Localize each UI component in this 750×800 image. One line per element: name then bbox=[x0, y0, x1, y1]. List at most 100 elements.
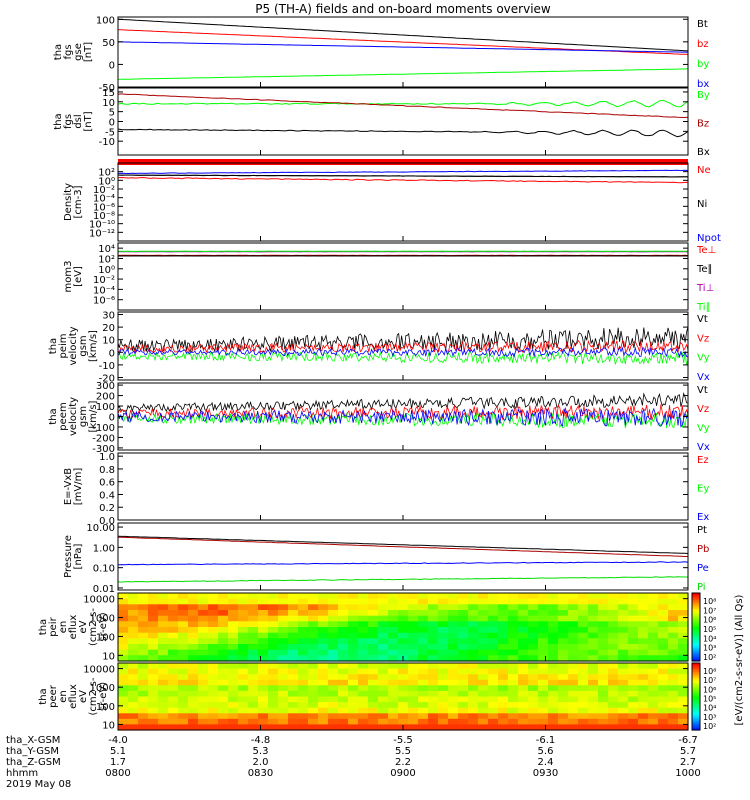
spectrogram-cell bbox=[298, 593, 309, 600]
legend-entry: Vy bbox=[697, 423, 710, 434]
spectrogram-cell bbox=[118, 598, 129, 605]
y-tick-label: 0.01 bbox=[93, 584, 115, 595]
spectrogram-cell bbox=[618, 615, 629, 622]
spectrogram-cell bbox=[528, 679, 539, 686]
spectrogram-cell bbox=[618, 702, 629, 709]
spectrogram-cell bbox=[308, 685, 319, 692]
spectrogram-cell bbox=[448, 638, 459, 645]
spectrogram-cell bbox=[168, 649, 179, 656]
spectrogram-cell bbox=[508, 718, 519, 725]
y-axis-label: [mV/m] bbox=[73, 468, 84, 506]
spectrogram-cell bbox=[398, 621, 409, 628]
x-tick-label: 1000 bbox=[675, 768, 700, 779]
spectrogram-cell bbox=[598, 679, 609, 686]
spectrogram-cell bbox=[528, 632, 539, 639]
spectrogram-cell bbox=[468, 638, 479, 645]
spectrogram-cell bbox=[218, 621, 229, 628]
colorbar-tick-label: 10⁸ bbox=[703, 667, 716, 676]
spectrogram-cell bbox=[498, 644, 509, 651]
spectrogram-cell bbox=[528, 724, 539, 731]
spectrogram-cell bbox=[428, 632, 439, 639]
spectrogram-cell bbox=[548, 690, 559, 698]
spectrogram-cell bbox=[598, 621, 609, 628]
spectrogram-cell bbox=[638, 718, 649, 725]
spectrogram-cell bbox=[148, 663, 159, 670]
spectrogram-cell bbox=[408, 593, 419, 600]
spectrogram-cell bbox=[298, 615, 309, 622]
y-tick-label: 0.4 bbox=[99, 490, 115, 501]
spectrogram-cell bbox=[288, 610, 299, 617]
spectrogram-cell bbox=[658, 644, 669, 651]
spectrogram-cell bbox=[358, 713, 369, 720]
spectrogram-cell bbox=[378, 696, 389, 703]
spectrogram-cell bbox=[558, 713, 569, 720]
colorbar-segment bbox=[692, 642, 700, 646]
legend-entry: Vt bbox=[697, 314, 708, 325]
x-tick-label: -6.1 bbox=[536, 735, 556, 746]
spectrogram-cell bbox=[558, 610, 569, 617]
spectrogram-cell bbox=[168, 690, 179, 698]
spectrogram-cell bbox=[638, 685, 649, 692]
colorbar-segment bbox=[692, 727, 700, 731]
colorbar-segment bbox=[692, 624, 700, 628]
spectrogram-cell bbox=[328, 627, 339, 634]
spectrogram-cell bbox=[488, 663, 499, 670]
spectrogram-cell bbox=[318, 610, 329, 617]
spectrogram-cell bbox=[128, 638, 139, 645]
spectrogram-cell bbox=[308, 638, 319, 645]
spectrogram-cell bbox=[328, 604, 339, 611]
colorbar-segment bbox=[692, 617, 700, 621]
spectrogram-cell bbox=[488, 668, 499, 675]
spectrogram-cell bbox=[328, 718, 339, 725]
spectrogram-cell bbox=[208, 615, 219, 622]
spectrogram-cell bbox=[558, 655, 569, 662]
spectrogram-cell bbox=[598, 707, 609, 714]
spectrogram-cell bbox=[578, 674, 589, 681]
spectrogram-cell bbox=[318, 713, 329, 720]
spectrogram-cell bbox=[268, 713, 279, 720]
spectrogram-cell bbox=[168, 638, 179, 645]
spectrogram-cell bbox=[248, 593, 259, 600]
y-tick-label: 10⁴ bbox=[98, 244, 115, 255]
spectrogram-cell bbox=[348, 621, 359, 628]
spectrogram-cell bbox=[568, 718, 579, 725]
y-axis-label: velocity bbox=[68, 397, 79, 436]
spectrogram-cell bbox=[668, 696, 679, 703]
colorbar-segment bbox=[692, 678, 700, 682]
spectrogram-cell bbox=[658, 615, 669, 622]
spectrogram-cell bbox=[278, 638, 289, 645]
y-axis-label: velocity bbox=[68, 326, 79, 365]
spectrogram-cell bbox=[318, 638, 329, 645]
spectrogram-cell bbox=[398, 638, 409, 645]
spectrogram-cell bbox=[258, 702, 269, 709]
spectrogram-cell bbox=[528, 696, 539, 703]
spectrogram-cell bbox=[448, 655, 459, 662]
spectrogram-cell bbox=[548, 713, 559, 720]
spectrogram-cell bbox=[328, 638, 339, 645]
spectrogram-cell bbox=[278, 690, 289, 698]
spectrogram-cell bbox=[318, 668, 329, 675]
spectrogram-cell bbox=[278, 724, 289, 731]
spectrogram-cell bbox=[138, 724, 149, 731]
y-axis-label: sr-eV) bbox=[98, 682, 109, 711]
spectrogram-cell bbox=[268, 707, 279, 714]
y-tick-label: 5 bbox=[109, 108, 115, 119]
y-tick-label: -10 bbox=[99, 361, 115, 372]
x-tick-label: 2.7 bbox=[680, 757, 696, 768]
spectrogram-cell bbox=[298, 649, 309, 656]
spectrogram-cell bbox=[298, 707, 309, 714]
spectrogram-cell bbox=[418, 610, 429, 617]
spectrogram-cell bbox=[508, 638, 519, 645]
spectrogram-cell bbox=[598, 632, 609, 639]
spectrogram-cell bbox=[408, 690, 419, 698]
spectrogram-cell bbox=[348, 702, 359, 709]
spectrogram-cell bbox=[168, 615, 179, 622]
spectrogram-cell bbox=[518, 632, 529, 639]
spectrogram-cell bbox=[388, 713, 399, 720]
spectrogram-cell bbox=[128, 610, 139, 617]
spectrogram-cell bbox=[488, 649, 499, 656]
spectrogram-cell bbox=[148, 649, 159, 656]
spectrogram-cell bbox=[268, 663, 279, 670]
